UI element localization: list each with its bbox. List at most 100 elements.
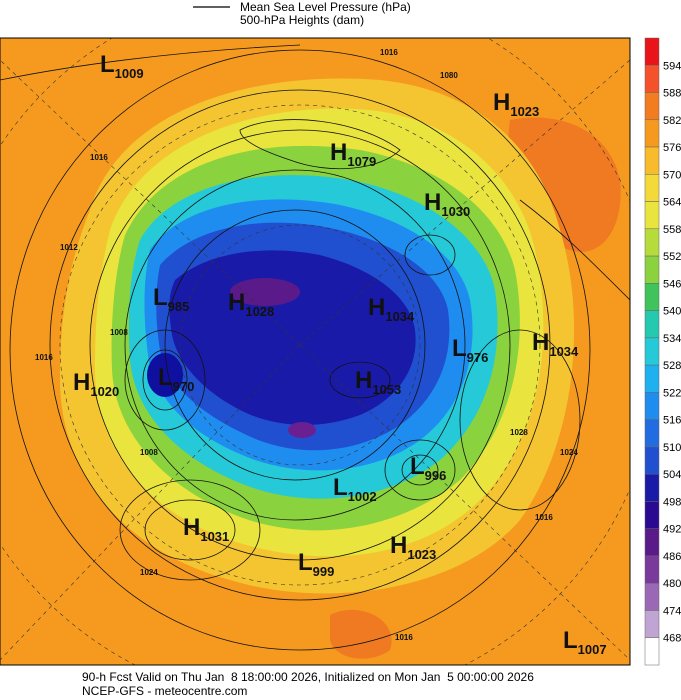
pressure-center: L999: [298, 549, 334, 579]
pressure-center: H1023: [493, 89, 539, 119]
center-value: 1028: [245, 304, 274, 319]
pressure-center: H1031: [183, 514, 229, 544]
center-letter: L: [158, 364, 173, 391]
colorbar-swatch: [644, 228, 660, 257]
footer-source: NCEP-GFS - meteocentre.com: [82, 684, 247, 698]
colorbar-label: 492: [663, 524, 681, 536]
center-value: 996: [425, 468, 447, 483]
colorbar-swatch: [644, 582, 660, 611]
pressure-center: L1007: [563, 627, 607, 657]
pressure-center: L985: [153, 284, 189, 314]
pressure-center: L996: [410, 453, 446, 483]
center-letter: L: [333, 474, 348, 501]
pressure-center: H1030: [424, 189, 470, 219]
colorbar-swatch: [644, 419, 660, 448]
contour-label: 1080: [440, 71, 458, 80]
colorbar-label: 564: [663, 197, 681, 209]
colorbar-swatch: [644, 364, 660, 393]
center-value: 1034: [385, 309, 415, 324]
center-value: 1023: [510, 104, 539, 119]
colorbar-swatch: [644, 446, 660, 475]
contour-label: 1016: [380, 48, 398, 57]
contour-label: 1028: [510, 428, 528, 437]
center-letter: H: [390, 532, 407, 559]
colorbar-swatch: [644, 119, 660, 148]
center-value: 1079: [347, 154, 376, 169]
colorbar-swatch: [644, 610, 660, 638]
colorbar-label: 510: [663, 442, 681, 454]
legend-heights: 500-hPa Heights (dam): [240, 13, 364, 27]
pressure-center: H1023: [390, 532, 436, 562]
contour-label: 1012: [60, 243, 78, 252]
center-letter: H: [73, 369, 90, 396]
center-value: 1031: [200, 529, 229, 544]
center-letter: L: [298, 549, 313, 576]
footer-valid: 90-h Fcst Valid on Thu Jan 8 18:00:00 20…: [82, 670, 534, 684]
center-letter: H: [532, 329, 549, 356]
center-value: 1007: [578, 642, 607, 657]
contour-label: 1016: [35, 353, 53, 362]
center-letter: L: [410, 453, 425, 480]
colorbar-label: 516: [663, 415, 681, 427]
colorbar-label: 498: [663, 496, 681, 508]
center-letter: H: [228, 289, 245, 316]
colorbar-label: 540: [663, 306, 681, 318]
colorbar-label: 582: [663, 115, 681, 127]
center-value: 970: [173, 379, 195, 394]
colorbar-swatch: [644, 37, 660, 66]
center-letter: L: [452, 335, 467, 362]
center-value: 1009: [115, 66, 144, 81]
colorbar-swatch: [644, 637, 660, 666]
contour-label: 1016: [535, 513, 553, 522]
colorbar-label: 474: [663, 605, 681, 617]
colorbar-swatch: [644, 310, 660, 339]
pressure-center: L976: [452, 335, 488, 365]
colorbar-label: 588: [663, 88, 681, 100]
colorbar-label: 576: [663, 142, 681, 154]
colorbar-swatch: [644, 65, 660, 93]
legend-mslp: Mean Sea Level Pressure (hPa): [240, 0, 411, 14]
colorbar-swatch: [644, 392, 660, 420]
center-value: 999: [313, 564, 335, 579]
colorbar-label: 480: [663, 578, 681, 590]
colorbar-swatch: [644, 501, 660, 529]
colorbar-label: 546: [663, 278, 681, 290]
contour-label: 1016: [395, 633, 413, 642]
center-value: 1002: [348, 489, 377, 504]
contour-label: 1016: [90, 153, 108, 162]
center-value: 976: [467, 350, 489, 365]
center-letter: L: [563, 627, 578, 654]
contour-label: 1024: [140, 568, 158, 577]
center-value: 1020: [90, 384, 119, 399]
colorbar-label: 594: [663, 60, 681, 72]
center-value: 1023: [407, 547, 436, 562]
colorbar-label: 486: [663, 551, 681, 563]
contour-label: 1008: [110, 328, 128, 337]
center-value: 1034: [549, 344, 579, 359]
colorbar-swatch: [644, 201, 660, 230]
colorbar-swatch: [644, 337, 660, 366]
pressure-center: H1028: [228, 289, 274, 319]
contour-label: 1024: [560, 448, 578, 457]
map: 1016 1012 1016 1016 1080 1008 1008 1028 …: [0, 38, 630, 665]
pressure-center: H1034: [532, 329, 579, 359]
center-letter: H: [493, 89, 510, 116]
pressure-center: H1079: [330, 139, 376, 169]
center-value: 1030: [441, 204, 470, 219]
pressure-center: H1020: [73, 369, 119, 399]
center-letter: H: [355, 367, 372, 394]
colorbar-swatch: [644, 255, 660, 284]
colorbar-swatch: [644, 555, 660, 584]
colorbar-label: 522: [663, 387, 681, 399]
pressure-center: H1034: [368, 294, 415, 324]
colorbar-swatch: [644, 283, 660, 311]
contour-label: 1008: [140, 448, 158, 457]
pressure-center: L1009: [100, 51, 144, 81]
center-letter: H: [330, 139, 347, 166]
center-value: 1053: [372, 382, 401, 397]
center-letter: L: [153, 284, 168, 311]
colorbar: 594 588 582 576 570 564 558 552 546 540 534 528 522 5…: [644, 37, 681, 666]
map-frame: [0, 37, 631, 666]
colorbar-label: 528: [663, 360, 681, 372]
